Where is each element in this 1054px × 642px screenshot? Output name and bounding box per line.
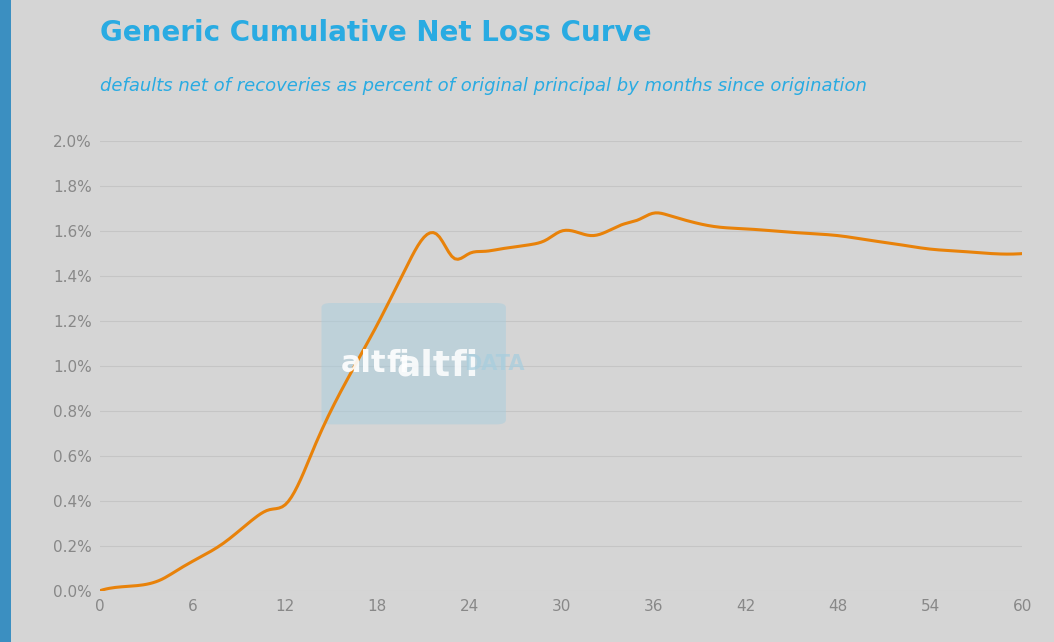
Text: Generic Cumulative Net Loss Curve: Generic Cumulative Net Loss Curve — [100, 19, 651, 48]
FancyBboxPatch shape — [321, 303, 506, 424]
Text: alt: alt — [396, 349, 451, 383]
Text: fi: fi — [451, 349, 479, 383]
Text: alt: alt — [340, 349, 386, 378]
Text: defaults net of recoveries as percent of original principal by months since orig: defaults net of recoveries as percent of… — [100, 77, 867, 95]
Text: DATA: DATA — [465, 354, 525, 374]
Text: fi: fi — [386, 349, 410, 378]
